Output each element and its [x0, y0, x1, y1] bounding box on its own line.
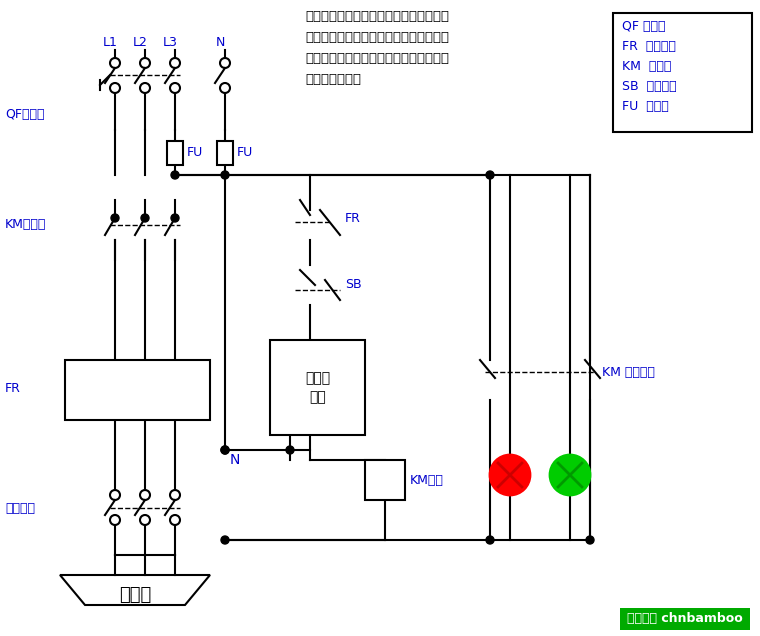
Circle shape — [221, 536, 229, 544]
Text: QF断路器: QF断路器 — [5, 109, 45, 121]
Circle shape — [171, 214, 179, 222]
FancyBboxPatch shape — [620, 608, 750, 630]
Text: FR: FR — [5, 382, 21, 394]
Circle shape — [286, 446, 294, 454]
Circle shape — [221, 446, 229, 454]
Text: 百度知道 chnbamboo: 百度知道 chnbamboo — [627, 612, 743, 625]
Text: KM主触点: KM主触点 — [5, 219, 46, 232]
Text: QF 断路器: QF 断路器 — [622, 20, 666, 33]
Circle shape — [486, 536, 494, 544]
Bar — [217, 141, 233, 165]
Circle shape — [111, 214, 119, 222]
Text: FR  热继电器: FR 热继电器 — [622, 40, 676, 53]
Text: L1: L1 — [103, 36, 118, 48]
FancyBboxPatch shape — [270, 340, 365, 435]
Text: SB  拔动开关: SB 拔动开关 — [622, 80, 676, 93]
FancyBboxPatch shape — [365, 460, 405, 500]
Circle shape — [490, 455, 530, 495]
Circle shape — [141, 214, 149, 222]
Text: FU  熔断器: FU 熔断器 — [622, 100, 669, 113]
Text: 接设备: 接设备 — [119, 586, 151, 604]
Text: 时间控
制器: 时间控 制器 — [305, 371, 330, 404]
Text: 空气开关: 空气开关 — [5, 502, 35, 515]
Text: 时间控制器是一种能够根据设定的时间来
控制电路的接通或者断开，也就是控制电
器的开关装置。不少时间控制器还具有可
编程和循环功能: 时间控制器是一种能够根据设定的时间来 控制电路的接通或者断开，也就是控制电 器的… — [305, 10, 449, 86]
FancyBboxPatch shape — [65, 360, 210, 420]
Text: N: N — [215, 36, 225, 48]
Text: FU: FU — [237, 146, 253, 158]
Text: KM 辅助触点: KM 辅助触点 — [602, 366, 655, 378]
Circle shape — [550, 455, 590, 495]
Text: KM  接触器: KM 接触器 — [622, 60, 671, 73]
FancyBboxPatch shape — [613, 13, 752, 132]
Circle shape — [586, 536, 594, 544]
Circle shape — [221, 171, 229, 179]
Text: SB: SB — [345, 279, 362, 291]
Circle shape — [486, 171, 494, 179]
Text: KM线圈: KM线圈 — [410, 473, 444, 487]
Text: FR: FR — [345, 212, 361, 225]
Text: FU: FU — [187, 146, 203, 158]
Text: L3: L3 — [163, 36, 177, 48]
Circle shape — [221, 446, 229, 454]
Text: N: N — [230, 453, 240, 467]
Bar — [167, 141, 183, 165]
Circle shape — [171, 171, 179, 179]
Text: L2: L2 — [132, 36, 147, 48]
